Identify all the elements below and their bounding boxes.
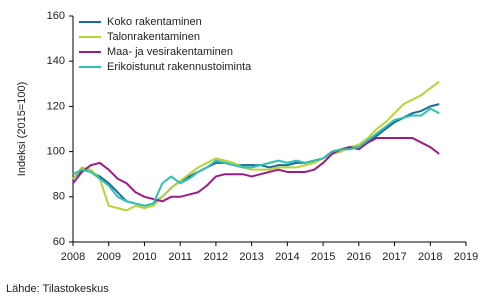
y-tick-label: 140 bbox=[47, 55, 65, 67]
legend-label: Talonrakentaminen bbox=[107, 31, 200, 43]
x-tick-label: 2015 bbox=[311, 251, 335, 263]
line bbox=[72, 107, 440, 207]
line bbox=[72, 80, 440, 212]
line bbox=[72, 103, 440, 207]
y-tick-label: 160 bbox=[47, 10, 65, 22]
legend-label: Koko rakentaminen bbox=[107, 16, 202, 28]
x-tick-label: 2008 bbox=[61, 251, 85, 263]
x-tick-label: 2013 bbox=[239, 251, 263, 263]
y-tick-label: 80 bbox=[53, 191, 65, 203]
x-tick-label: 2009 bbox=[96, 251, 120, 263]
x-tick-label: 2016 bbox=[347, 251, 371, 263]
y-tick-label: 100 bbox=[47, 146, 65, 158]
x-tick-label: 2019 bbox=[454, 251, 478, 263]
line bbox=[72, 137, 440, 203]
legend-label: Maa- ja vesirakentaminen bbox=[107, 46, 233, 58]
x-tick-label: 2011 bbox=[168, 251, 192, 263]
source: Lähde: Tilastokeskus bbox=[6, 283, 109, 295]
x-tick-label: 2010 bbox=[132, 251, 156, 263]
x-tick-label: 2012 bbox=[204, 251, 228, 263]
y-tick-label: 60 bbox=[53, 236, 65, 248]
x-tick-label: 2017 bbox=[382, 251, 406, 263]
x-tick-label: 2014 bbox=[275, 251, 299, 263]
x-tick-label: 2018 bbox=[418, 251, 442, 263]
y-tick-label: 120 bbox=[47, 100, 65, 112]
y-axis-label: Indeksi (2015=100) bbox=[16, 82, 28, 176]
legend-label: Erikoistunut rakennustoiminta bbox=[107, 61, 252, 73]
